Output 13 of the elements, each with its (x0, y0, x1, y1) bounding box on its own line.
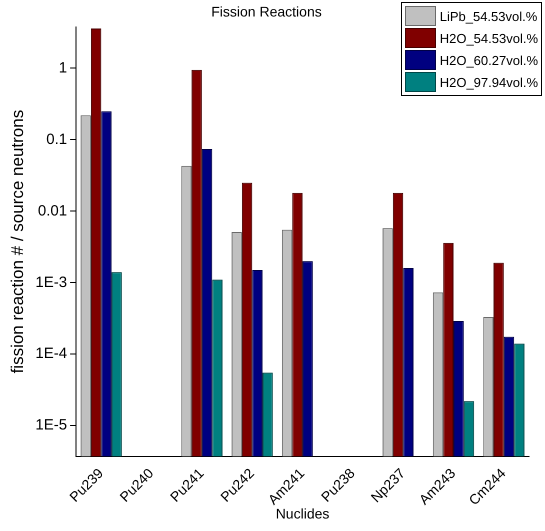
legend-label: H2O_97.94vol.% (440, 74, 538, 90)
y-axis-title: fission reaction # / source neutrons (8, 110, 27, 374)
legend-label: H2O_54.53vol.% (440, 30, 538, 46)
y-tick-label: 1E-3 (35, 274, 68, 291)
legend-label: LiPb_54.53vol.% (440, 8, 538, 24)
y-tick-label: 1 (58, 59, 68, 76)
y-tick-label: 1E-5 (35, 416, 68, 434)
legend-label: H2O_60.27vol.% (440, 52, 538, 68)
y-tick-label: 0.01 (38, 202, 68, 220)
chart-title: Fission Reactions (211, 3, 322, 20)
x-axis-title: Nuclides (276, 505, 330, 522)
y-tick-label: 0.1 (46, 130, 68, 148)
y-tick-label: 1E-4 (35, 345, 68, 362)
